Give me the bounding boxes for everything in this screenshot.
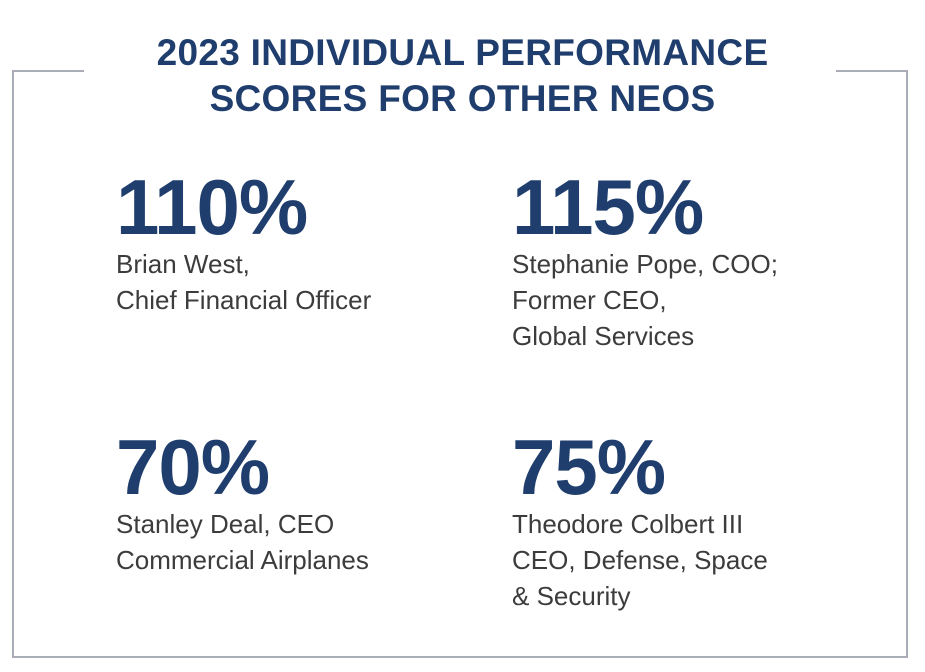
stat-description-line: Chief Financial Officer [116,285,372,315]
stat-description: Brian West, Chief Financial Officer [116,246,371,318]
stat-description-line: Global Services [512,321,695,351]
stat-description-line: Theodore Colbert III [512,509,744,539]
stat-value: 75% [512,423,666,511]
stat-description-line: Commercial Airplanes [116,545,369,575]
title-line-2: SCORES FOR OTHER NEOS [209,78,716,119]
stat-brian-west: 110% Brian West, Chief Financial Officer [116,163,371,318]
stat-value: 115% [512,163,704,251]
frame-top-right-segment [836,70,908,72]
stat-description: Theodore Colbert III CEO, Defense, Space… [512,506,768,614]
page-title: 2023 INDIVIDUAL PERFORMANCE SCORES FOR O… [100,30,825,122]
stat-stanley-deal: 70% Stanley Deal, CEO Commercial Airplan… [116,423,369,578]
stat-description-line: Stephanie Pope, COO; [512,249,778,279]
panel-frame [12,70,908,658]
stat-theodore-colbert: 75% Theodore Colbert III CEO, Defense, S… [512,423,768,614]
stat-value: 110% [116,163,308,251]
stat-description-line: CEO, Defense, Space [512,545,768,575]
stat-description-line: & Security [512,581,631,611]
stat-value: 70% [116,423,270,511]
stat-description: Stephanie Pope, COO; Former CEO, Global … [512,246,778,354]
title-line-1: 2023 INDIVIDUAL PERFORMANCE [156,32,769,73]
frame-top-left-segment [12,70,84,72]
stat-description-line: Brian West, [116,249,250,279]
stat-description-line: Stanley Deal, CEO [116,509,335,539]
stat-stephanie-pope: 115% Stephanie Pope, COO; Former CEO, Gl… [512,163,778,354]
stat-description-line: Former CEO, [512,285,667,315]
stat-description: Stanley Deal, CEO Commercial Airplanes [116,506,369,578]
